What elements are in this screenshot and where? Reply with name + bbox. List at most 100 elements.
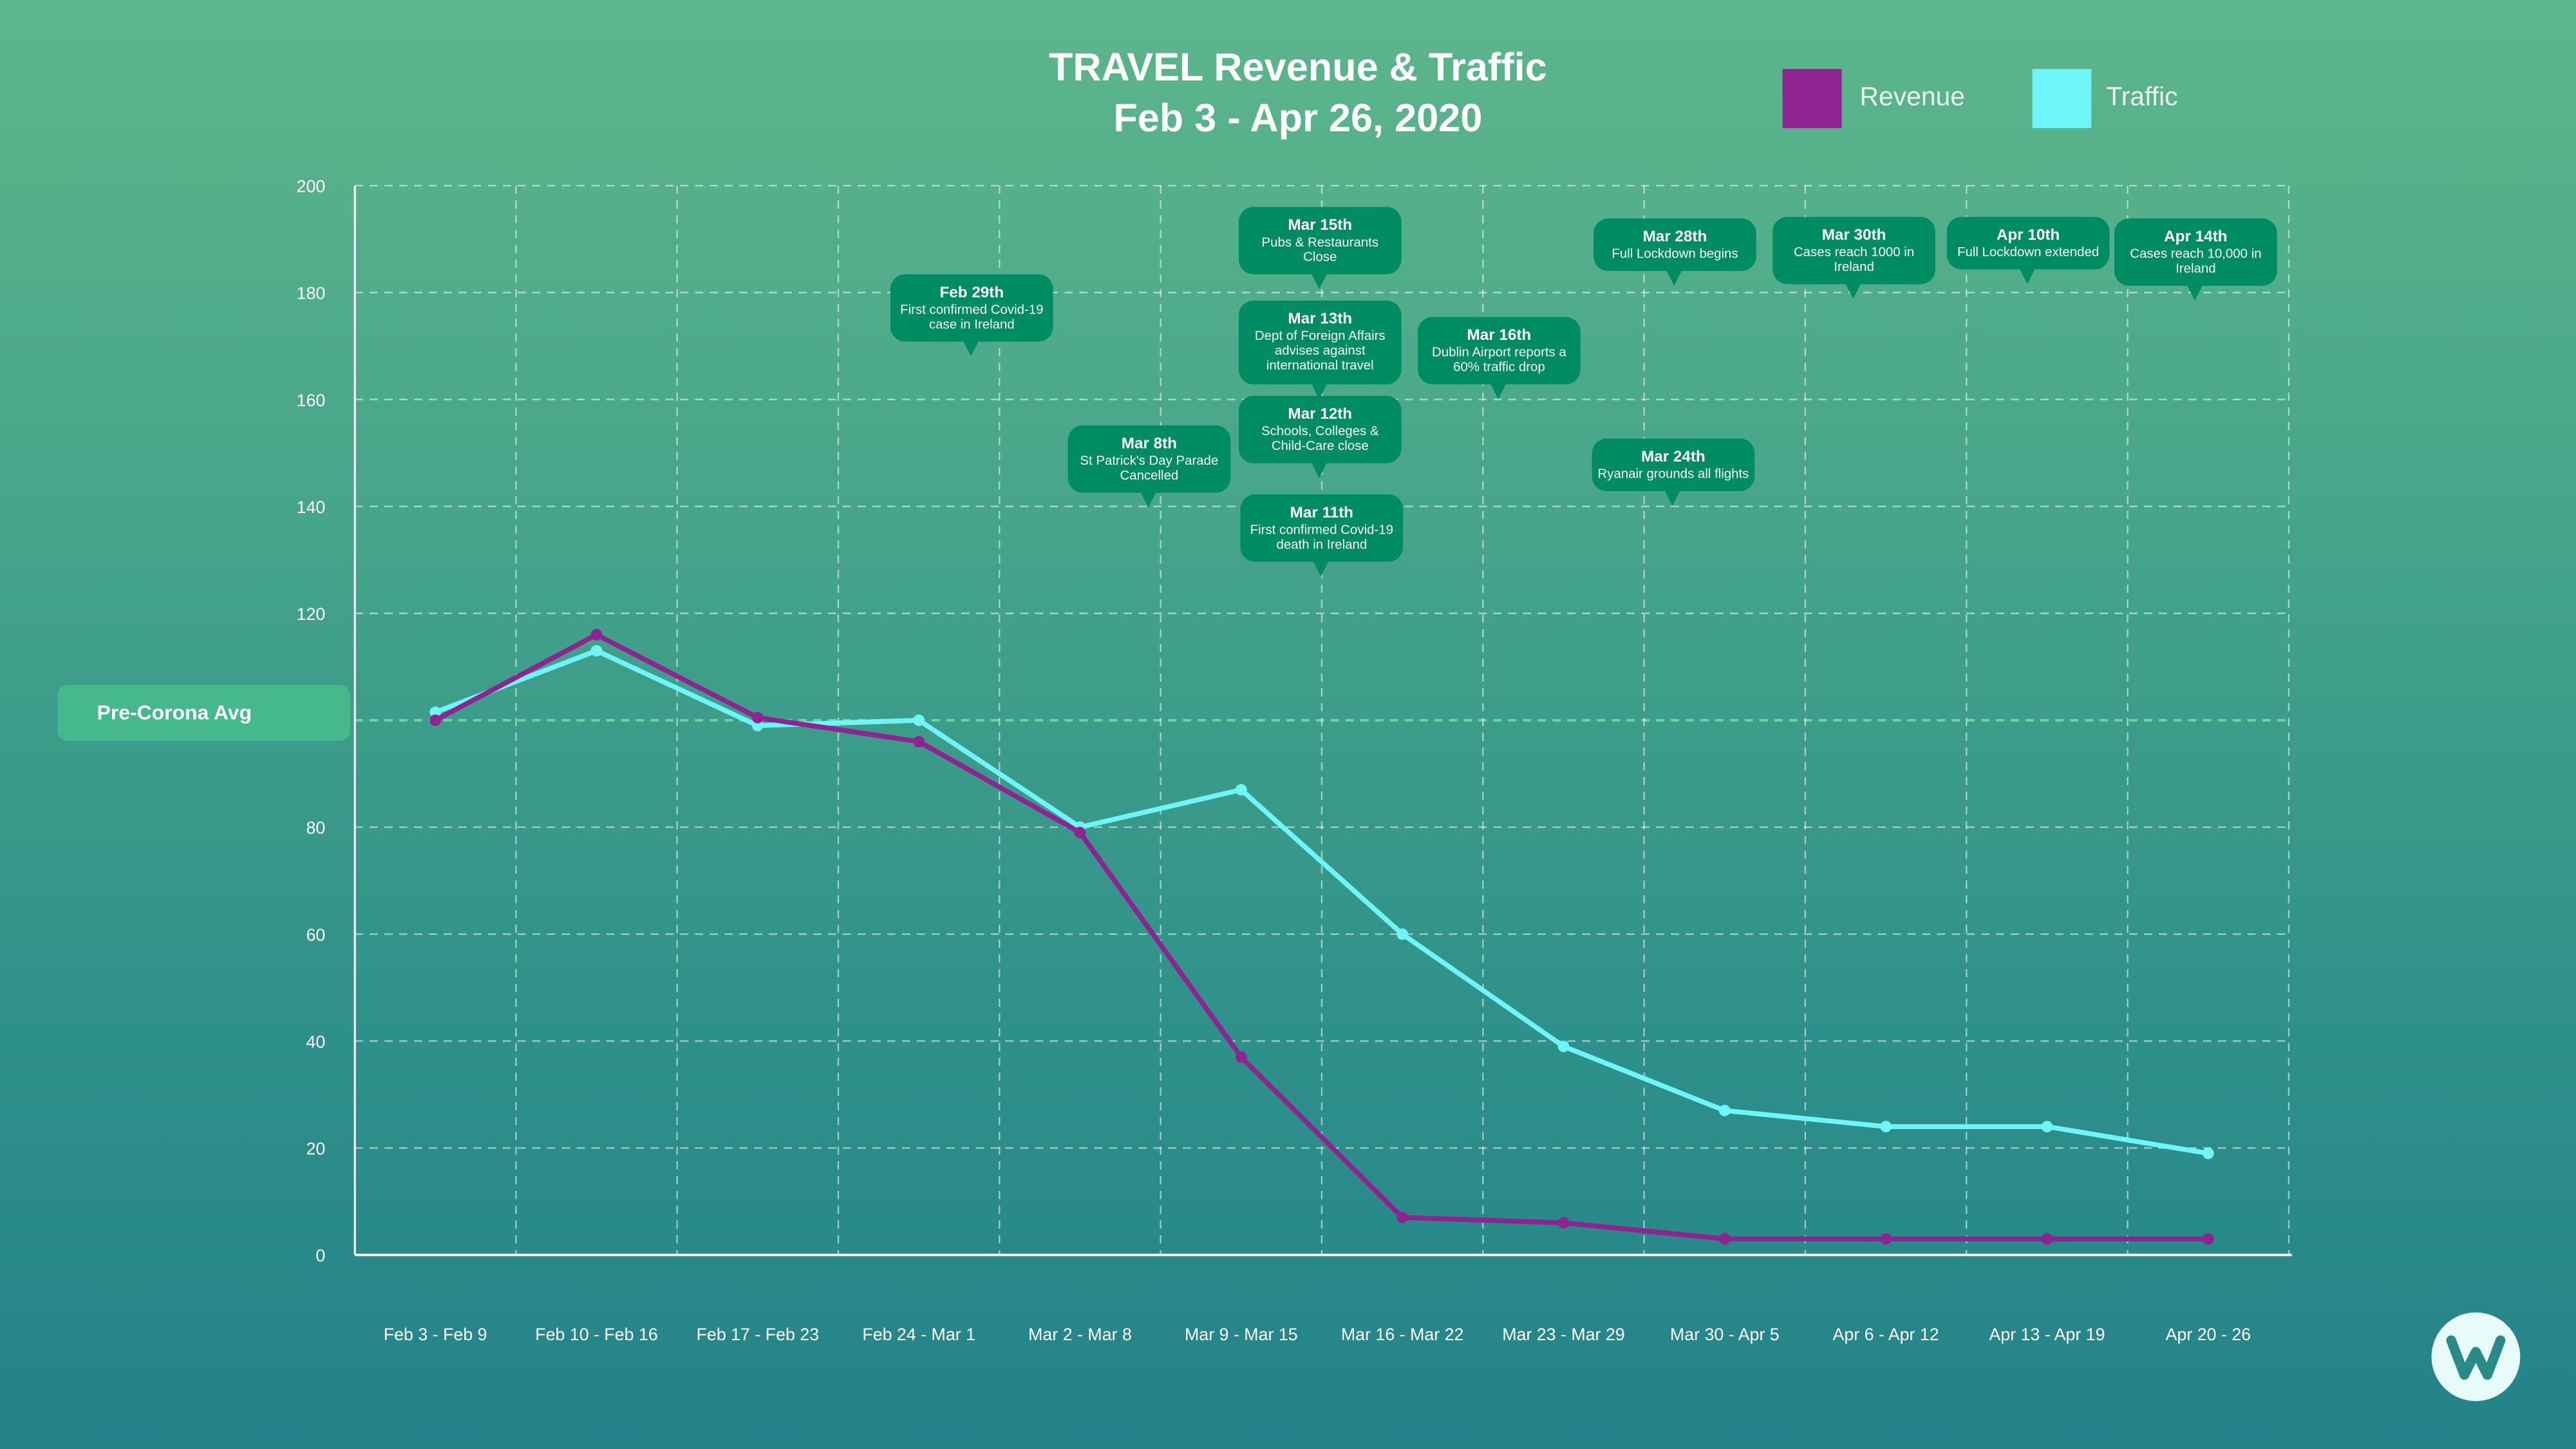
annotation-date: Apr 10th [1996,227,2060,245]
annotation-date: Mar 28th [1642,228,1707,247]
annotation-callout: Mar 30th Cases reach 1000 in Ireland [1772,216,1935,300]
y-tick-label: 160 [297,391,326,410]
callout-pointer [1490,383,1507,400]
revenue-point [1880,1233,1892,1245]
annotation-callout: Mar 28th Full Lockdown begins [1594,218,1756,286]
y-tick-label: 20 [306,1139,325,1159]
x-tick-label: Mar 23 - Mar 29 [1502,1325,1625,1344]
y-tick-label: 80 [306,818,325,837]
annotation-text: First confirmed Covid-19 death in Irelan… [1250,522,1394,552]
x-tick-label: Apr 20 - 26 [2165,1325,2251,1344]
x-tick-label: Apr 6 - Apr 12 [1832,1325,1939,1344]
legend-swatch-revenue [1782,69,1842,129]
revenue-point [2202,1233,2214,1245]
revenue-point [429,714,442,726]
y-tick-label: 180 [297,284,326,303]
callout-pointer [1312,561,1330,577]
annotation-callout: Mar 24th Ryanair grounds all flights [1592,438,1755,507]
annotation-date: Feb 29th [939,284,1004,303]
revenue-line [434,632,2208,1242]
annotation-text: Schools, Colleges & Child-Care close [1261,424,1379,454]
annotation-text: Full Lockdown begins [1612,246,1738,261]
traffic-point [2202,1147,2214,1159]
revenue-point [751,711,764,724]
title-line-2: Feb 3 - Apr 26, 2020 [1113,97,1483,142]
revenue-point [1557,1217,1570,1229]
annotation-callout: Mar 12th Schools, Colleges & Child-Care c… [1238,395,1402,479]
revenue-point [1235,1051,1247,1063]
x-tick-label: Mar 2 - Mar 8 [1028,1325,1132,1344]
revenue-point [590,629,603,640]
annotation-text: Cases reach 10,000 in Ireland [2130,246,2262,277]
annotation-callout: Feb 29th First confirmed Covid-19 case in… [890,274,1053,357]
legend-label-revenue: Revenue [1859,84,1965,112]
callout-pointer [1311,382,1328,399]
annotation-text: Dept of Foreign Affairs advises against … [1254,328,1386,374]
traffic-point [1396,928,1409,940]
y-tick-label: 140 [297,498,326,517]
traffic-point [1880,1121,1892,1133]
revenue-point [2041,1233,2053,1245]
annotation-date: Mar 12th [1288,406,1353,424]
callout-pointer [1140,491,1157,509]
revenue-point [913,736,925,748]
revenue-point [1396,1211,1409,1224]
traffic-point [1557,1040,1570,1052]
brand-logo [2431,1312,2521,1401]
revenue-point [1718,1233,1731,1245]
y-tick-label: 60 [306,925,325,944]
y-tick-label: 120 [297,604,326,624]
callout-pointer [1845,283,1862,300]
annotation-text: Ryanair grounds all flights [1597,466,1749,481]
traffic-line [434,648,2209,1156]
x-tick-label: Feb 17 - Feb 23 [697,1325,820,1344]
annotation-date: Mar 13th [1288,310,1353,329]
x-tick-label: Feb 10 - Feb 16 [535,1325,658,1344]
annotation-callout: Apr 10th Full Lockdown extended [1946,216,2110,285]
callout-pointer [1666,269,1682,286]
traffic-point [913,714,925,726]
title-line-1: TRAVEL Revenue & Traffic [1049,46,1547,91]
x-tick-label: Mar 16 - Mar 22 [1341,1325,1464,1344]
annotation-text: Dublin Airport reports a 60% traffic dro… [1432,344,1566,375]
legend-label-traffic: Traffic [2106,84,2178,112]
annotation-callout: Apr 14th Cases reach 10,000 in Ireland [2114,218,2277,301]
annotation-text: Full Lockdown extended [1957,245,2100,260]
annotation-date: Apr 14th [2164,228,2228,247]
annotation-callout: Mar 8th St Patrick's Day Parade Cancelled [1067,425,1231,509]
callout-pointer [2186,285,2203,301]
annotation-date: Mar 11th [1290,504,1354,523]
callout-pointer [963,341,979,357]
annotation-date: Mar 15th [1288,216,1353,235]
y-tick-label: 200 [297,177,326,196]
revenue-point [1074,827,1086,839]
annotation-callout: Mar 11th First confirmed Covid-19 death i… [1240,494,1404,577]
annotation-text: Cases reach 1000 in Ireland [1793,245,1915,275]
traffic-point [429,706,442,718]
traffic-point [751,720,764,732]
annotation-date: Mar 8th [1121,435,1178,454]
chart-title: TRAVEL Revenue & Traffic Feb 3 - Apr 26,… [970,42,1627,144]
traffic-point [2041,1121,2053,1133]
y-tick-label: 40 [306,1032,325,1051]
annotation-callout: Mar 16th Dublin Airport reports a 60% tra… [1418,317,1581,400]
w-logo-icon [2446,1335,2506,1380]
callout-pointer [2019,268,2036,285]
annotation-callout: Mar 13th Dept of Foreign Affairs advises … [1238,300,1402,399]
annotation-text: Pubs & Restaurants Close [1261,234,1379,265]
x-tick-label: Mar 9 - Mar 15 [1185,1325,1298,1344]
annotation-text: First confirmed Covid-19 case in Ireland [900,302,1044,332]
annotation-date: Mar 16th [1467,326,1532,345]
callout-pointer [1664,489,1681,507]
callout-pointer [1311,273,1328,290]
callout-pointer [1311,462,1328,479]
annotation-text: St Patrick's Day Parade Cancelled [1080,453,1219,483]
annotation-callout: Mar 15th Pubs & Restaurants Close [1238,207,1402,290]
x-tick-label: Feb 24 - Mar 1 [862,1325,975,1344]
traffic-point [590,645,603,657]
x-tick-label: Mar 30 - Apr 5 [1670,1325,1780,1344]
pre-corona-avg-label: Pre-Corona Avg [57,685,350,741]
legend-swatch-traffic [2032,69,2092,129]
